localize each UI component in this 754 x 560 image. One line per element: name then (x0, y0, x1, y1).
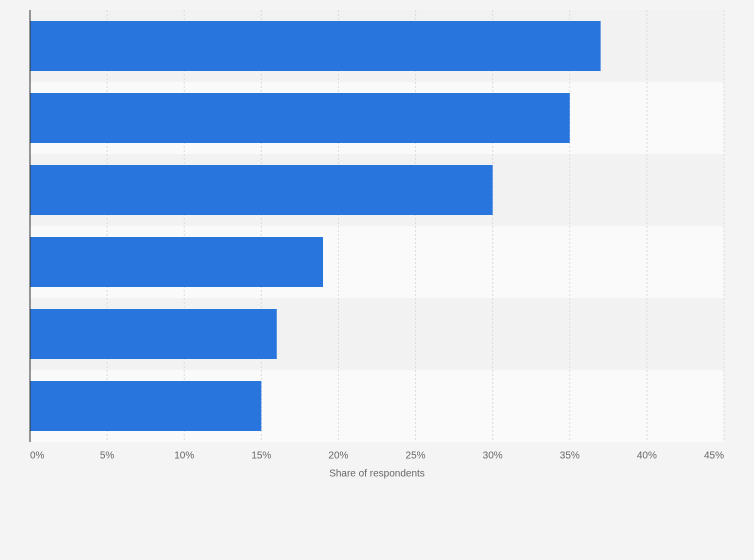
x-tick-label: 40% (637, 451, 657, 462)
bar (30, 165, 493, 215)
x-tick-label: 45% (704, 451, 724, 462)
x-tick-label: 30% (483, 451, 503, 462)
bar (30, 237, 324, 287)
x-tick-label: 15% (251, 451, 271, 462)
x-tick-label: 5% (100, 451, 115, 462)
x-tick-label: 10% (174, 451, 194, 462)
x-tick-label: 25% (406, 451, 426, 462)
bar (30, 21, 601, 71)
x-axis-label: Share of respondents (329, 469, 425, 480)
bar (30, 93, 570, 143)
x-tick-label: 35% (560, 451, 580, 462)
bar (30, 309, 277, 359)
x-tick-label: 0% (30, 451, 45, 462)
bar (30, 381, 262, 431)
x-tick-label: 20% (328, 451, 348, 462)
